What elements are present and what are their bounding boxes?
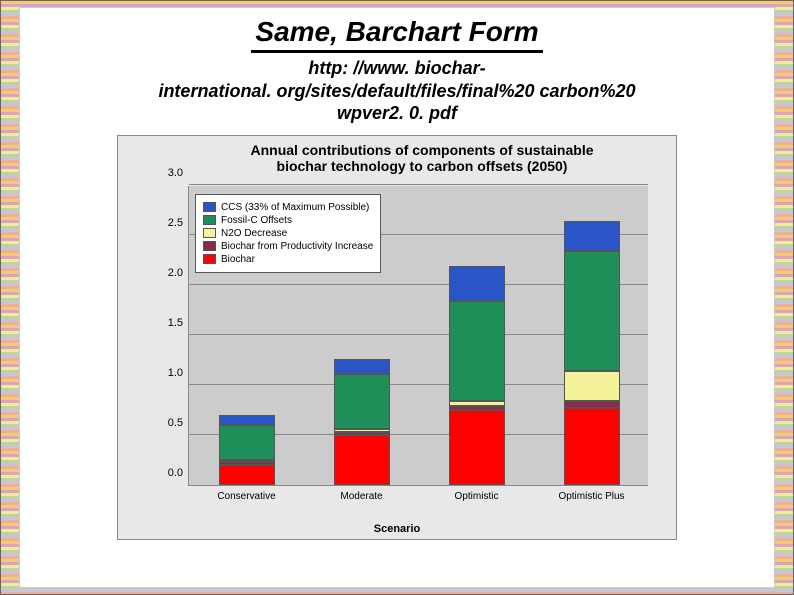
legend-item: CCS (33% of Maximum Possible) [203,202,373,213]
legend-label: N2O Decrease [221,228,287,239]
bar-segment-fossil [219,425,275,460]
page-title: Same, Barchart Form [251,16,542,53]
chart-container: Annual contributions of components of su… [117,135,677,540]
subtitle-line: wpver2. 0. pdf [337,103,457,123]
bar-segment-prod [219,462,275,465]
legend-item: Fossil-C Offsets [203,215,373,226]
legend-label: Biochar [221,254,255,265]
legend-label: Biochar from Productivity Increase [221,241,373,252]
y-tick-label: 2.5 [168,217,189,229]
x-tick-label: Optimistic [455,485,499,502]
x-tick-label: Moderate [340,485,382,502]
chart-title-line: biochar technology to carbon offsets (20… [277,158,568,174]
y-tick-label: 0.0 [168,467,189,479]
x-tick-label: Optimistic Plus [558,485,624,502]
y-tick-label: 3.0 [168,167,189,179]
legend: CCS (33% of Maximum Possible) Fossil-C Of… [195,194,381,273]
bar-segment-fossil [564,251,620,371]
x-tick-label: Conservative [217,485,275,502]
bar-segment-n2o [219,460,275,462]
bar-segment-biochar [219,465,275,485]
slide-content: Same, Barchart Form http: //www. biochar… [19,7,775,588]
subtitle: http: //www. biochar- international. org… [30,57,764,125]
bar-segment-biochar [334,435,390,485]
y-tick-label: 1.5 [168,317,189,329]
bar-segment-prod [449,406,505,410]
grid-line [189,184,648,185]
bar-segment-n2o [334,429,390,432]
legend-swatch [203,215,216,225]
bar-segment-ccs [449,266,505,301]
legend-swatch [203,202,216,212]
plot-area: CCS (33% of Maximum Possible) Fossil-C Of… [188,186,648,486]
bar-segment-ccs [219,415,275,425]
bar-segment-fossil [334,374,390,429]
bar-segment-prod [334,432,390,435]
bar-segment-n2o [564,371,620,401]
bar-segment-ccs [334,359,390,374]
bar-segment-n2o [449,401,505,406]
legend-label: CCS (33% of Maximum Possible) [221,202,369,213]
legend-swatch [203,254,216,264]
slide: Same, Barchart Form http: //www. biochar… [0,0,794,595]
legend-swatch [203,241,216,251]
bar-segment-biochar [564,408,620,485]
y-tick-label: 2.0 [168,267,189,279]
chart-title: Annual contributions of components of su… [188,142,656,176]
legend-item: Biochar [203,254,373,265]
x-axis-label: Scenario [118,523,676,535]
bar-segment-biochar [449,410,505,485]
subtitle-line: http: //www. biochar- [308,58,485,78]
y-tick-label: 1.0 [168,367,189,379]
y-tick-label: 0.5 [168,417,189,429]
legend-swatch [203,228,216,238]
bar-segment-prod [564,401,620,408]
legend-label: Fossil-C Offsets [221,215,292,226]
chart-title-line: Annual contributions of components of su… [250,142,593,158]
bar-segment-ccs [564,221,620,251]
bar-segment-fossil [449,301,505,401]
legend-item: Biochar from Productivity Increase [203,241,373,252]
subtitle-line: international. org/sites/default/files/f… [158,81,635,101]
legend-item: N2O Decrease [203,228,373,239]
